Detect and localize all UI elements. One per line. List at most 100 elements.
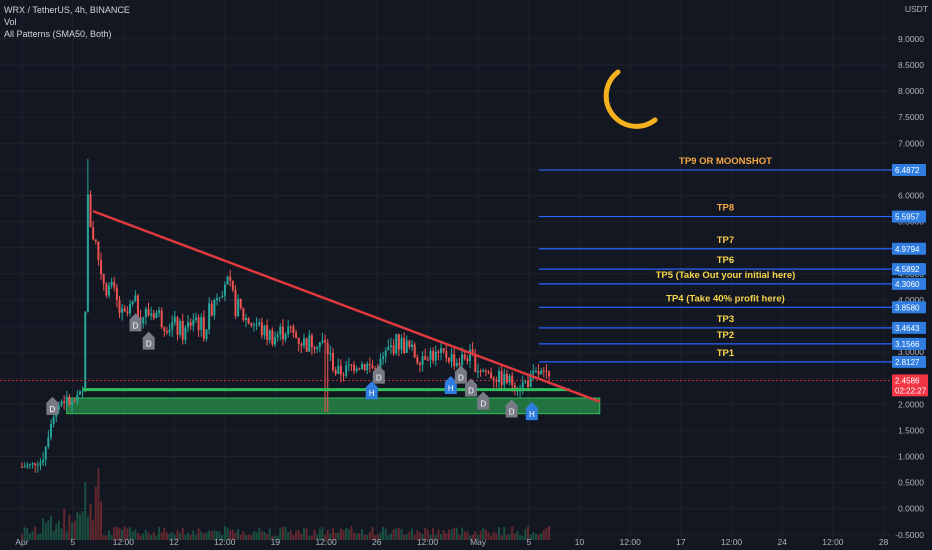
volume-bar bbox=[73, 520, 76, 540]
volume-bar bbox=[376, 534, 379, 540]
candle-body bbox=[437, 351, 440, 353]
volume-bar bbox=[155, 535, 158, 540]
volume-bar bbox=[479, 530, 482, 540]
volume-bar bbox=[508, 534, 511, 540]
volume-bar bbox=[60, 528, 63, 540]
volume-bar bbox=[139, 535, 142, 540]
target-price-tag bbox=[892, 337, 926, 350]
candle-body bbox=[492, 378, 495, 381]
candle-body bbox=[279, 326, 282, 335]
price-tick-label: 3.0000 bbox=[898, 347, 924, 357]
volume-bar bbox=[287, 532, 290, 540]
candle-body bbox=[447, 357, 450, 362]
candle-body bbox=[387, 346, 390, 351]
time-axis[interactable]: Apr 5 12:00 12 12:00 19 12:00 26 12:00 May 5 10 12:0… bbox=[15, 537, 888, 547]
candle-body bbox=[131, 301, 134, 304]
candle-body bbox=[421, 356, 424, 365]
time-tick-label: 12 bbox=[169, 537, 179, 547]
price-tick-label: 7.0000 bbox=[898, 138, 924, 148]
candle-body bbox=[210, 303, 213, 316]
candle-body bbox=[231, 280, 234, 290]
target-price-tag bbox=[892, 164, 926, 177]
bearish-pattern-marker bbox=[129, 313, 142, 332]
time-tick-label: May bbox=[470, 537, 487, 547]
candle-body bbox=[49, 423, 52, 438]
volume-bar bbox=[310, 535, 313, 540]
volume-bar bbox=[250, 534, 253, 540]
candle-body bbox=[226, 276, 229, 285]
price-axis[interactable]: USDT -0.5000 0.0000 0.5000 1.0000 1.5000 2.000… bbox=[892, 0, 932, 550]
bullish-pattern-marker bbox=[525, 402, 538, 421]
volume-bar bbox=[447, 529, 450, 540]
candle-body bbox=[392, 345, 395, 354]
candle-body bbox=[540, 370, 543, 375]
volume-bar bbox=[527, 526, 530, 540]
candle-body bbox=[455, 363, 458, 367]
volume-bar bbox=[94, 486, 97, 540]
volume-bar bbox=[490, 535, 493, 540]
candle-body bbox=[316, 347, 319, 350]
candle-body bbox=[134, 295, 137, 302]
volume-bar bbox=[163, 527, 166, 540]
candle-body bbox=[260, 322, 263, 336]
candle-body bbox=[284, 334, 287, 340]
volume-bar bbox=[345, 527, 348, 540]
candle-body bbox=[160, 310, 163, 328]
volume-indicator-label[interactable]: Vol bbox=[4, 17, 17, 27]
support-zone bbox=[66, 397, 601, 415]
candle-body bbox=[81, 391, 84, 393]
candle-body bbox=[179, 321, 182, 335]
candle-body bbox=[266, 325, 269, 340]
candle-body bbox=[184, 327, 187, 340]
volume-bar bbox=[152, 531, 155, 540]
volume-bar bbox=[144, 530, 147, 540]
volume-bar bbox=[321, 527, 324, 540]
candle-body bbox=[479, 370, 482, 372]
candle-body bbox=[350, 364, 353, 366]
volume-bar bbox=[57, 520, 60, 540]
price-tick-label: 1.0000 bbox=[898, 451, 924, 461]
candle-body bbox=[463, 354, 466, 359]
candle-body bbox=[208, 303, 211, 330]
pattern-marker-label: H bbox=[529, 410, 535, 419]
candle-body bbox=[247, 317, 250, 324]
candle-body bbox=[97, 241, 100, 260]
volume-bar bbox=[142, 533, 145, 540]
price-tick-label: 9.0000 bbox=[898, 34, 924, 44]
time-tick-label: 12:00 bbox=[315, 537, 337, 547]
candle-body bbox=[34, 463, 37, 466]
candle-body bbox=[218, 297, 221, 299]
price-tick-label: 8.5000 bbox=[898, 60, 924, 70]
volume-bar bbox=[49, 515, 52, 540]
volume-bar bbox=[247, 534, 250, 540]
symbol-title[interactable]: WRX / TetherUS, 4h, BINANCE bbox=[4, 5, 130, 15]
candle-body bbox=[326, 342, 329, 355]
candle-body bbox=[471, 349, 474, 355]
volume-bar bbox=[284, 526, 287, 540]
candle-body bbox=[168, 329, 171, 333]
candle-body bbox=[229, 276, 232, 281]
volume-bar bbox=[281, 526, 284, 540]
candle-body bbox=[194, 317, 197, 320]
candle-body bbox=[432, 351, 435, 361]
volume-bar bbox=[400, 529, 403, 540]
time-tick-label: 12:00 bbox=[721, 537, 743, 547]
volume-bar bbox=[421, 533, 424, 540]
time-tick-label: 5 bbox=[526, 537, 531, 547]
target-label: TP6 bbox=[717, 255, 734, 266]
candle-body bbox=[534, 370, 537, 372]
volume-bar bbox=[239, 534, 242, 540]
candle-body bbox=[363, 364, 366, 371]
support-zone-layer bbox=[66, 397, 601, 415]
volume-bar bbox=[355, 533, 358, 540]
volume-bar bbox=[260, 531, 263, 540]
target-price-label: 3.8580 bbox=[895, 303, 920, 312]
volume-bar bbox=[492, 531, 495, 540]
candle-body bbox=[287, 326, 290, 335]
last-price-label: 2.4586 bbox=[895, 376, 920, 385]
volume-bar bbox=[313, 529, 316, 540]
candle-body bbox=[495, 380, 498, 383]
candle-body bbox=[165, 331, 168, 333]
patterns-indicator-label[interactable]: All Patterns (SMA50, Both) bbox=[4, 29, 112, 39]
